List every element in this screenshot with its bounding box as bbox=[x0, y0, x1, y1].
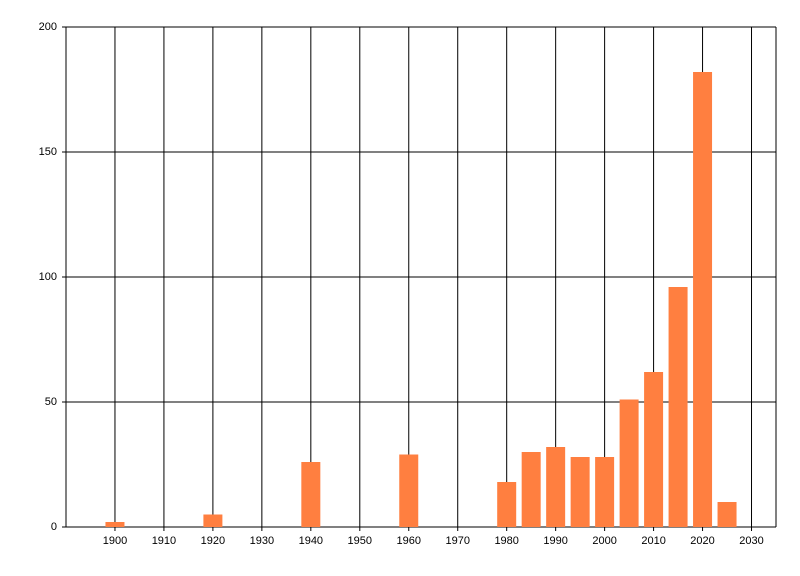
bar bbox=[399, 454, 419, 527]
bar bbox=[521, 452, 541, 527]
x-tick-label: 1940 bbox=[299, 535, 323, 547]
bar bbox=[497, 482, 517, 527]
bar bbox=[203, 514, 223, 527]
bar bbox=[301, 462, 321, 527]
x-tick-label: 1970 bbox=[445, 535, 469, 547]
bar bbox=[619, 399, 639, 527]
y-tick-label: 150 bbox=[39, 146, 57, 158]
y-tick-label: 100 bbox=[39, 271, 57, 283]
bar bbox=[644, 372, 664, 527]
bar bbox=[595, 457, 615, 527]
x-tick-label: 1990 bbox=[543, 535, 567, 547]
x-tick-label: 1950 bbox=[348, 535, 372, 547]
y-tick-label: 0 bbox=[51, 521, 57, 533]
x-tick-label: 1900 bbox=[103, 535, 127, 547]
x-tick-label: 2030 bbox=[739, 535, 763, 547]
bar bbox=[546, 447, 566, 527]
bar bbox=[105, 522, 125, 527]
bar bbox=[570, 457, 590, 527]
x-tick-label: 1920 bbox=[201, 535, 225, 547]
bar bbox=[693, 72, 713, 527]
x-tick-label: 1910 bbox=[152, 535, 176, 547]
x-tick-label: 2010 bbox=[641, 535, 665, 547]
y-tick-label: 50 bbox=[45, 396, 57, 408]
bar bbox=[717, 502, 737, 527]
x-tick-label: 1980 bbox=[494, 535, 518, 547]
x-tick-label: 2000 bbox=[592, 535, 616, 547]
x-tick-label: 1930 bbox=[250, 535, 274, 547]
bar bbox=[668, 287, 688, 527]
x-tick-label: 2020 bbox=[690, 535, 714, 547]
x-tick-label: 1960 bbox=[397, 535, 421, 547]
y-tick-label: 200 bbox=[39, 21, 57, 33]
